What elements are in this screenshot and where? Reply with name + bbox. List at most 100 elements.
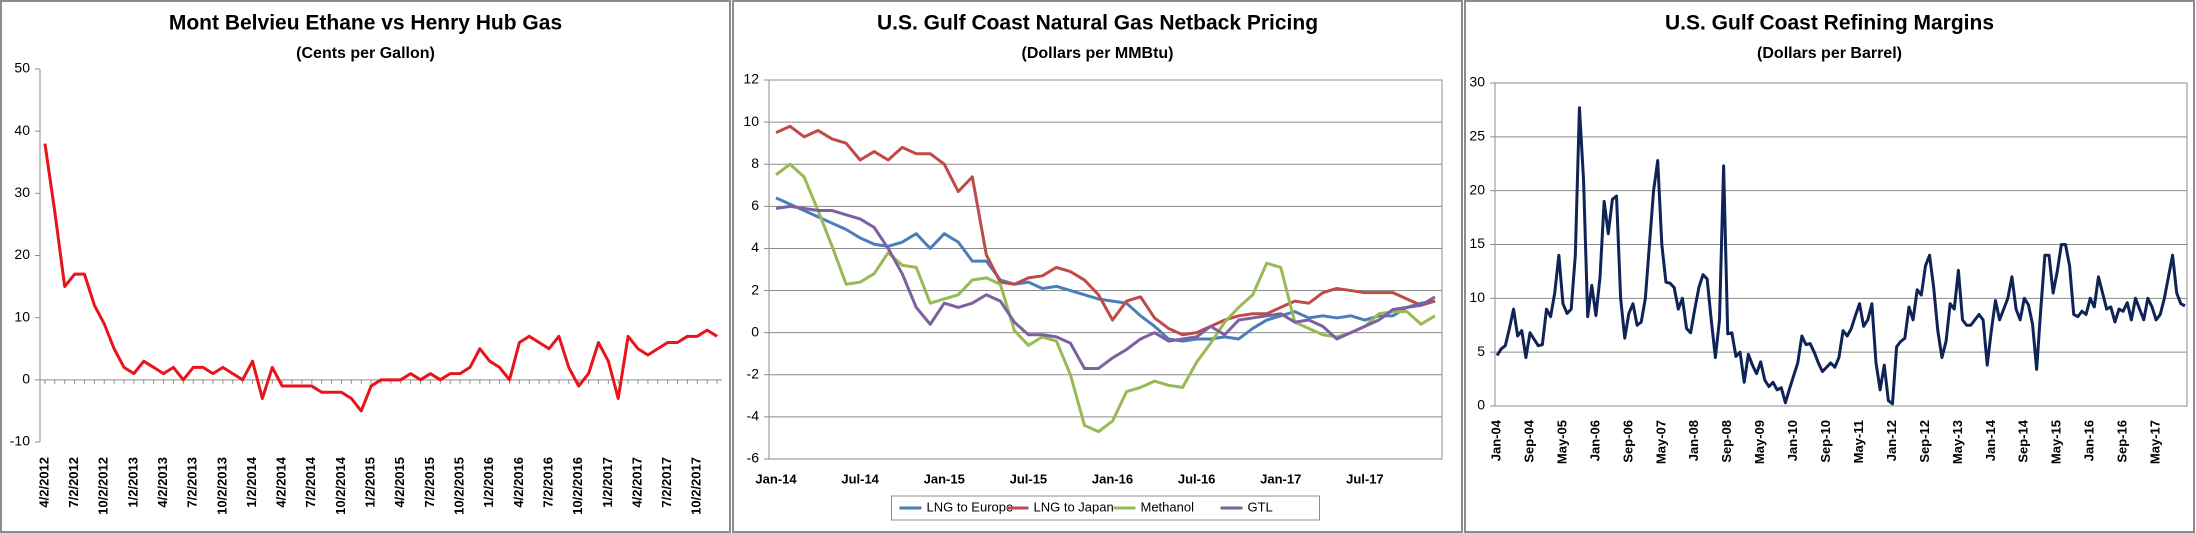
x-tick-label: Jul-15 <box>1010 471 1048 486</box>
x-tick-label: Sep-10 <box>1818 420 1833 463</box>
x-tick-label: 10/2/2013 <box>214 457 229 515</box>
x-tick-label: 4/2/2013 <box>155 457 170 508</box>
x-tick-label: Jan-16 <box>2082 420 2097 461</box>
x-tick-label: 7/2/2016 <box>540 457 555 508</box>
y-tick-label: -10 <box>10 433 30 449</box>
x-tick-label: 10/2/2015 <box>452 457 467 515</box>
x-tick-label: 1/2/2014 <box>244 456 259 507</box>
y-tick-label: -6 <box>747 450 760 466</box>
x-tick-label: May-05 <box>1554 420 1569 464</box>
x-tick-label: 4/2/2017 <box>629 457 644 508</box>
legend-label: GTL <box>1248 499 1273 514</box>
x-tick-label: Sep-16 <box>2115 420 2130 463</box>
chart-title: U.S. Gulf Coast Refining Margins <box>1665 12 1994 35</box>
y-tick-label: 10 <box>743 113 759 129</box>
x-tick-label: Jan-08 <box>1686 420 1701 461</box>
data-line <box>43 143 718 413</box>
data-line <box>775 196 1436 343</box>
x-tick-label: 4/2/2012 <box>36 457 51 508</box>
x-tick-label: 10/2/2017 <box>689 457 704 515</box>
x-tick-label: 4/2/2015 <box>392 457 407 508</box>
y-tick-label: 40 <box>14 122 30 138</box>
y-tick-label: 10 <box>14 308 30 324</box>
chart: U.S. Gulf Coast Refining Margins (Dollars… <box>1464 0 2195 533</box>
x-tick-label: Jan-12 <box>1884 420 1899 461</box>
x-tick-label: Sep-08 <box>1719 420 1734 463</box>
y-tick-label: 12 <box>743 71 759 87</box>
data-line <box>775 124 1436 337</box>
x-tick-label: Jan-17 <box>1260 471 1301 486</box>
y-tick-label: 50 <box>14 60 30 76</box>
y-tick-label: 30 <box>1469 74 1485 90</box>
chart-subtitle: (Dollars per Barrel) <box>1757 45 1902 62</box>
y-tick-label: 8 <box>751 155 759 171</box>
y-tick-label: -2 <box>747 365 760 381</box>
x-tick-label: Sep-06 <box>1620 420 1635 463</box>
panel-border <box>0 0 731 533</box>
chart-subtitle: (Dollars per MMBtu) <box>1022 45 1174 62</box>
x-tick-label: Jan-04 <box>1488 419 1503 461</box>
y-tick-label: 0 <box>751 323 759 339</box>
chart: Mont Belvieu Ethane vs Henry Hub Gas (Cen… <box>0 0 731 533</box>
chart-title: Mont Belvieu Ethane vs Henry Hub Gas <box>169 12 562 35</box>
y-tick-label: 4 <box>751 239 759 255</box>
x-tick-label: Sep-12 <box>1917 420 1932 463</box>
panel-border <box>1464 0 2195 533</box>
panel-border <box>732 0 1463 533</box>
x-tick-label: 10/2/2012 <box>96 457 111 515</box>
y-tick-label: 6 <box>751 197 759 213</box>
x-tick-label: 7/2/2017 <box>659 457 674 508</box>
x-tick-label: 7/2/2014 <box>303 456 318 507</box>
y-tick-label: 20 <box>14 246 30 262</box>
x-tick-label: 1/2/2013 <box>125 457 140 508</box>
x-tick-label: May-13 <box>1950 420 1965 464</box>
data-line <box>1495 106 2186 406</box>
data-line <box>775 204 1436 370</box>
y-tick-label: 0 <box>1477 397 1485 413</box>
data-line <box>775 162 1436 434</box>
x-tick-label: 10/2/2016 <box>570 457 585 515</box>
x-tick-label: Jan-06 <box>1587 420 1602 461</box>
x-tick-label: May-07 <box>1653 420 1668 464</box>
legend-label: LNG to Japan <box>1034 499 1114 514</box>
x-tick-label: 4/2/2014 <box>274 456 289 507</box>
plot-frame <box>1494 82 2188 407</box>
y-tick-label: 10 <box>1469 289 1485 305</box>
x-tick-label: 7/2/2013 <box>185 457 200 508</box>
plot-frame <box>768 79 1443 460</box>
x-tick-label: 1/2/2016 <box>481 457 496 508</box>
y-tick-label: 0 <box>22 371 30 387</box>
legend-box <box>891 495 1320 521</box>
y-tick-label: 30 <box>14 184 30 200</box>
chart: U.S. Gulf Coast Natural Gas Netback Pric… <box>732 0 1463 533</box>
x-tick-label: 4/2/2016 <box>511 457 526 508</box>
x-tick-label: 7/2/2015 <box>422 457 437 508</box>
x-tick-label: Jul-16 <box>1178 471 1216 486</box>
x-tick-label: Jan-16 <box>1092 471 1133 486</box>
x-tick-label: Jul-14 <box>841 471 879 486</box>
y-tick-label: 15 <box>1469 235 1485 251</box>
legend-label: Methanol <box>1141 499 1195 514</box>
x-tick-label: May-09 <box>1752 420 1767 464</box>
x-tick-label: 10/2/2014 <box>333 456 348 515</box>
x-tick-label: Jan-14 <box>755 471 797 486</box>
y-tick-label: 20 <box>1469 181 1485 197</box>
legend-label: LNG to Europe <box>927 499 1014 514</box>
x-tick-label: Jan-10 <box>1785 420 1800 461</box>
x-tick-label: 1/2/2017 <box>600 457 615 508</box>
x-tick-label: Jul-17 <box>1346 471 1384 486</box>
x-tick-label: Sep-04 <box>1521 419 1536 462</box>
chart-title: U.S. Gulf Coast Natural Gas Netback Pric… <box>877 12 1318 35</box>
x-tick-label: May-17 <box>2148 420 2163 464</box>
x-tick-label: 1/2/2015 <box>363 457 378 508</box>
x-tick-label: May-11 <box>1851 420 1866 463</box>
x-tick-label: Jan-15 <box>924 471 965 486</box>
x-tick-label: 7/2/2012 <box>66 457 81 508</box>
y-tick-label: 2 <box>751 281 759 297</box>
chart-subtitle: (Cents per Gallon) <box>296 45 435 62</box>
x-tick-label: May-15 <box>2049 420 2064 464</box>
x-tick-label: Sep-14 <box>2016 419 2031 462</box>
y-tick-label: 25 <box>1469 128 1485 144</box>
y-tick-label: 5 <box>1477 343 1485 359</box>
